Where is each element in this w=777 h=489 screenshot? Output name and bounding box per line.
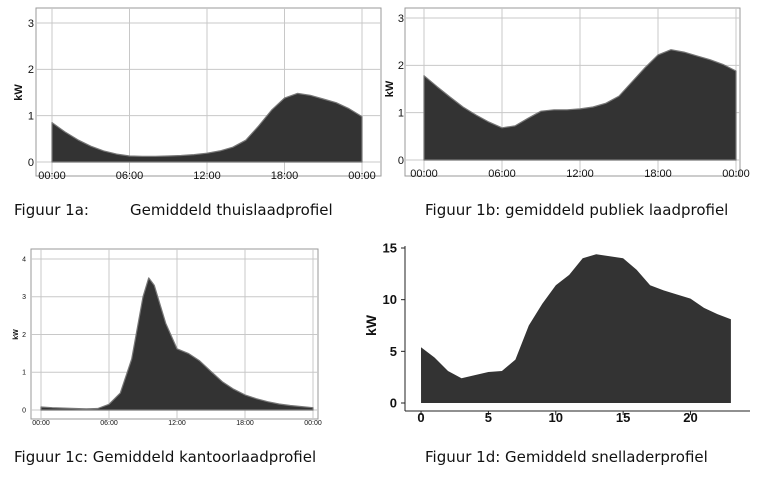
x-tick-label: 00:00 — [410, 168, 438, 180]
caption-1b: Figuur 1b: gemiddeld publiek laadprofiel — [425, 201, 729, 219]
x-tick-label: 00:00 — [32, 420, 50, 427]
area-series — [421, 254, 731, 403]
x-tick-label: 18:00 — [236, 420, 254, 427]
caption-1d: Figuur 1d: Gemiddeld snelladerprofiel — [425, 448, 708, 466]
x-tick-label: 10 — [549, 410, 563, 425]
x-tick-label: 0 — [417, 410, 424, 425]
x-tick-label: 15 — [616, 410, 630, 425]
x-tick-label: 06:00 — [488, 168, 516, 180]
y-tick-label: 0 — [28, 157, 34, 169]
y-tick-label: 3 — [398, 13, 404, 25]
y-axis-label: kW — [363, 314, 379, 336]
y-tick-label: 2 — [22, 332, 26, 339]
x-tick-label: 18:00 — [644, 168, 672, 180]
plot-frame — [404, 7, 741, 177]
y-tick-label: 1 — [28, 111, 34, 123]
y-tick-label: 1 — [22, 370, 26, 377]
x-tick-label: 5 — [485, 410, 492, 425]
x-tick-label: 12:00 — [168, 420, 186, 427]
x-tick-label: 00:00 — [38, 170, 66, 182]
y-tick-label: 5 — [390, 344, 397, 359]
x-tick-label: 20 — [683, 410, 697, 425]
caption-1a-label: Figuur 1a: — [14, 201, 89, 219]
y-tick-label: 10 — [383, 292, 397, 307]
y-tick-label: 4 — [22, 256, 26, 263]
x-tick-label: 06:00 — [116, 170, 144, 182]
x-tick-label: 00:00 — [304, 420, 322, 427]
area-series — [51, 92, 363, 163]
x-tick-label: 06:00 — [100, 420, 118, 427]
x-tick-label: 00:00 — [722, 168, 750, 180]
y-tick-label: 2 — [398, 60, 404, 72]
y-tick-label: 0 — [390, 396, 397, 411]
y-tick-label: 2 — [28, 64, 34, 76]
plot-frame — [35, 7, 382, 177]
area-series — [40, 277, 314, 411]
x-tick-label: 12:00 — [566, 168, 594, 180]
area-series — [423, 49, 737, 161]
x-tick-label: 18:00 — [271, 170, 299, 182]
y-tick-label: 0 — [398, 155, 404, 167]
y-tick-label: 15 — [383, 241, 397, 256]
caption-1c: Figuur 1c: Gemiddeld kantoorlaadprofiel — [14, 448, 317, 466]
y-axis-label: kW — [13, 84, 25, 101]
x-tick-label: 12:00 — [193, 170, 221, 182]
y-tick-label: 0 — [22, 407, 26, 414]
y-axis-label: kW — [13, 329, 20, 340]
y-tick-label: 1 — [398, 108, 404, 120]
y-axis-label: kW — [384, 80, 396, 97]
y-tick-label: 3 — [28, 18, 34, 30]
y-tick-label: 3 — [22, 294, 26, 301]
x-tick-label: 00:00 — [348, 170, 376, 182]
caption-1a-title: Gemiddeld thuislaadprofiel — [130, 201, 333, 219]
